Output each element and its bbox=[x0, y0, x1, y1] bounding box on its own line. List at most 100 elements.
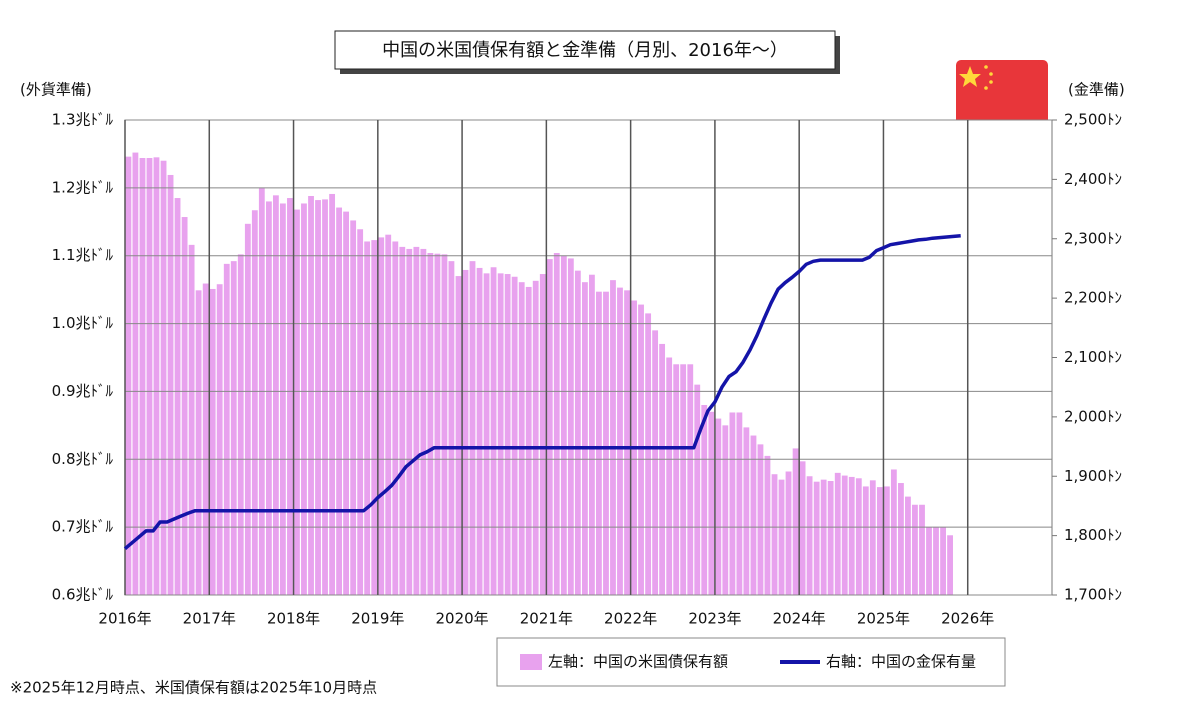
flag-star bbox=[984, 86, 988, 90]
x-tick-label: 2023年 bbox=[688, 610, 741, 628]
bar bbox=[237, 254, 244, 595]
bar bbox=[694, 384, 701, 595]
flag-star bbox=[989, 72, 993, 76]
legend-swatch bbox=[520, 654, 542, 670]
line bbox=[123, 234, 961, 551]
bar bbox=[357, 229, 364, 595]
bar bbox=[265, 201, 272, 595]
bar bbox=[687, 364, 694, 595]
bar bbox=[666, 357, 673, 595]
bar bbox=[603, 291, 609, 595]
y-tick-label: 1.3兆ﾄﾞﾙ bbox=[52, 111, 114, 129]
y2-axis-label: (金準備) bbox=[1068, 81, 1125, 99]
bar bbox=[525, 286, 532, 595]
bar bbox=[336, 207, 343, 596]
y-tick-label: 1.0兆ﾄﾞﾙ bbox=[52, 314, 114, 332]
y-tick-label: 1.2兆ﾄﾞﾙ bbox=[52, 178, 114, 196]
bar bbox=[680, 364, 687, 595]
bar bbox=[209, 288, 216, 595]
y2-tick-label: 2,000ﾄﾝ bbox=[1064, 407, 1122, 425]
bar bbox=[898, 483, 904, 595]
y2-tick-label: 2,200ﾄﾝ bbox=[1064, 289, 1122, 307]
bar bbox=[617, 287, 623, 595]
bar bbox=[448, 261, 455, 595]
bar bbox=[560, 255, 567, 595]
y-axis-label: (外貨準備) bbox=[20, 81, 92, 99]
bar bbox=[244, 223, 251, 596]
bar bbox=[504, 274, 511, 595]
bar bbox=[764, 455, 771, 595]
bar bbox=[308, 196, 314, 595]
bar bbox=[329, 193, 336, 595]
bar bbox=[497, 273, 504, 595]
bar bbox=[701, 405, 708, 595]
bar bbox=[834, 472, 841, 595]
legend-box bbox=[496, 637, 1006, 687]
bar bbox=[799, 461, 806, 595]
bar bbox=[287, 198, 293, 596]
bar bbox=[673, 364, 680, 595]
legend-label: 右軸：中国の金保有量 bbox=[826, 653, 976, 671]
bar bbox=[476, 267, 483, 595]
bar bbox=[385, 234, 392, 595]
bar bbox=[188, 244, 195, 595]
bar bbox=[532, 280, 539, 595]
bar bbox=[462, 269, 469, 595]
bar bbox=[469, 261, 476, 595]
bar bbox=[553, 253, 560, 595]
x-tick-label: 2022年 bbox=[604, 610, 657, 628]
y-tick-label: 0.7兆ﾄﾞﾙ bbox=[52, 518, 114, 536]
bar bbox=[146, 158, 153, 595]
bar bbox=[827, 481, 834, 595]
bar bbox=[652, 330, 659, 595]
bar bbox=[392, 241, 399, 595]
bar bbox=[167, 174, 174, 595]
bar bbox=[841, 475, 848, 595]
bar bbox=[905, 496, 911, 595]
bar bbox=[574, 270, 581, 595]
x-tick-label: 2025年 bbox=[857, 610, 910, 628]
bar bbox=[202, 283, 209, 595]
bar bbox=[427, 253, 434, 595]
y-tick-label: 0.6兆ﾄﾞﾙ bbox=[52, 586, 114, 604]
bar bbox=[518, 282, 525, 595]
bar bbox=[216, 284, 223, 595]
bar bbox=[855, 478, 862, 595]
bar bbox=[539, 274, 546, 595]
flag-star bbox=[989, 80, 993, 84]
bar bbox=[890, 469, 897, 595]
bar bbox=[434, 253, 441, 595]
bar bbox=[567, 258, 574, 595]
y2-tick-label: 1,900ﾄﾝ bbox=[1064, 467, 1122, 485]
bar bbox=[876, 487, 883, 595]
bar bbox=[736, 412, 743, 595]
bar bbox=[132, 152, 139, 596]
bar bbox=[869, 480, 876, 595]
bar bbox=[624, 290, 630, 595]
bar bbox=[174, 198, 181, 596]
bar bbox=[792, 448, 799, 595]
y2-tick-label: 2,100ﾄﾝ bbox=[1064, 348, 1122, 366]
x-tick-label: 2018年 bbox=[267, 610, 320, 628]
bar bbox=[139, 158, 146, 595]
bar bbox=[546, 259, 553, 595]
bar bbox=[933, 527, 939, 595]
bar bbox=[947, 535, 953, 595]
bar bbox=[638, 304, 644, 595]
bar bbox=[771, 474, 778, 595]
plot-area bbox=[124, 119, 1053, 596]
flag-field bbox=[956, 60, 1048, 128]
bar bbox=[715, 418, 722, 595]
bar bbox=[785, 471, 792, 595]
bar bbox=[181, 217, 188, 596]
bar bbox=[406, 248, 413, 595]
bar bbox=[813, 481, 820, 595]
x-tick-label: 2026年 bbox=[941, 610, 994, 628]
chart-title: 中国の米国債保有額と金準備（月別、2016年～） bbox=[382, 40, 788, 61]
bar bbox=[371, 240, 378, 595]
x-tick-label: 2024年 bbox=[773, 610, 826, 628]
flag bbox=[956, 60, 1048, 128]
bar bbox=[919, 504, 925, 595]
bar bbox=[778, 479, 785, 595]
